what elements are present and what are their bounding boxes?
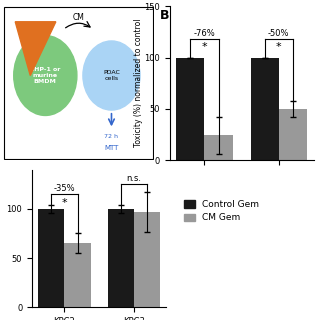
Ellipse shape	[14, 36, 77, 116]
Text: *: *	[276, 42, 282, 52]
Text: *: *	[202, 42, 207, 52]
Text: PDAC
cells: PDAC cells	[103, 70, 120, 81]
Bar	[108, 209, 134, 307]
Bar	[65, 243, 91, 307]
Bar	[204, 135, 233, 160]
Text: THP-1 or
murine
BMDM: THP-1 or murine BMDM	[30, 67, 60, 84]
Text: B: B	[160, 10, 169, 22]
Bar	[134, 212, 160, 307]
Bar	[279, 109, 307, 160]
Legend: Control Gem, CM Gem: Control Gem, CM Gem	[180, 196, 263, 226]
Bar	[176, 58, 204, 160]
Text: n.s.: n.s.	[126, 174, 141, 183]
Text: *: *	[62, 198, 67, 208]
Bar	[38, 209, 65, 307]
Polygon shape	[15, 22, 56, 76]
Y-axis label: Toxicity (%) normalized to control: Toxicity (%) normalized to control	[134, 19, 143, 148]
Text: -35%: -35%	[54, 184, 75, 193]
Text: -50%: -50%	[268, 29, 290, 38]
Text: MTT: MTT	[104, 145, 119, 151]
Ellipse shape	[83, 41, 140, 110]
Text: -76%: -76%	[194, 29, 215, 38]
Text: 72 h: 72 h	[105, 134, 118, 140]
Bar	[251, 58, 279, 160]
Text: CM: CM	[72, 13, 84, 22]
